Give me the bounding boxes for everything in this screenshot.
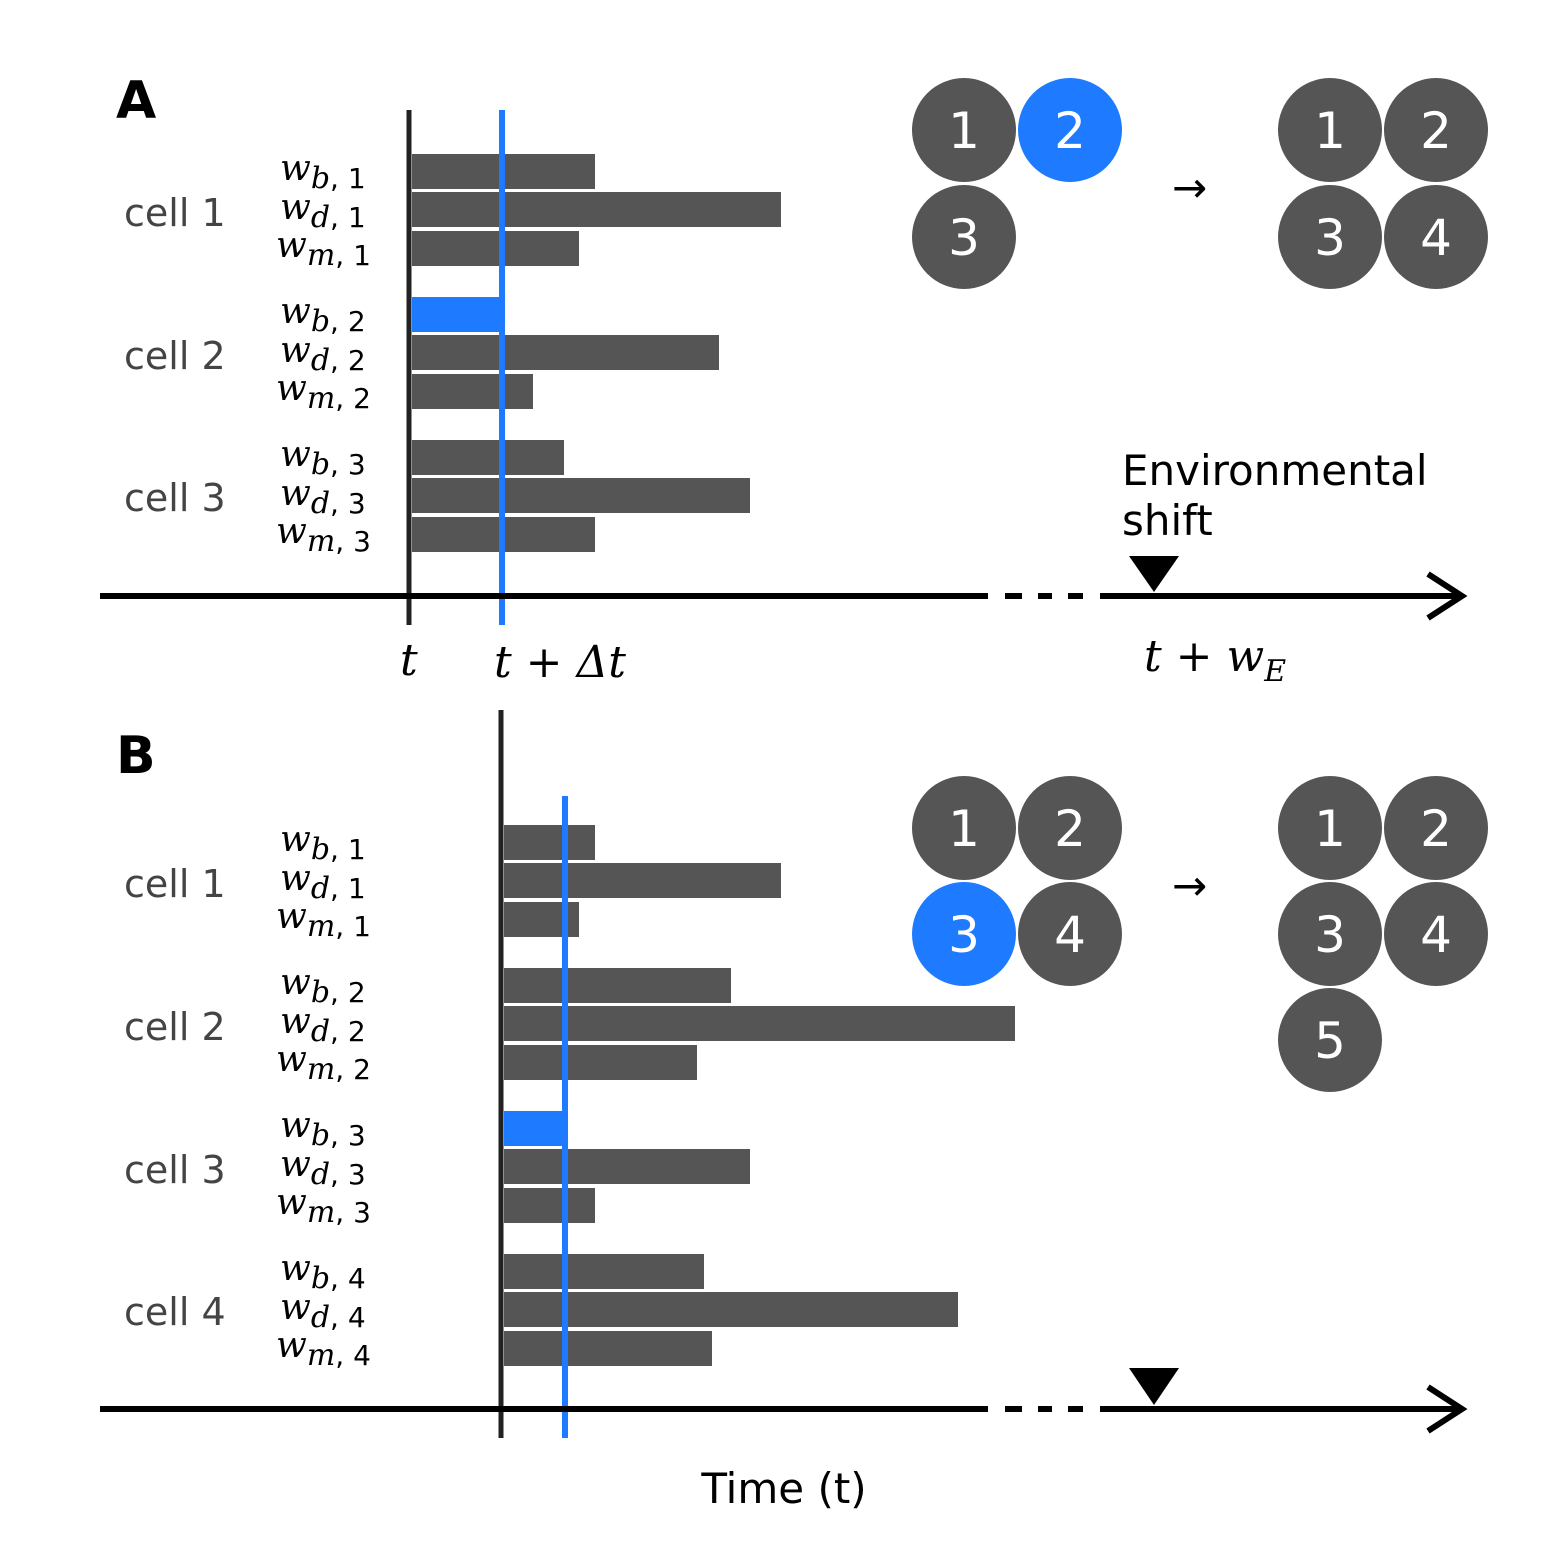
- panel-a-cell-3-label: cell 3: [124, 476, 226, 520]
- cell-circle: [1384, 882, 1488, 986]
- cell-circle: [1018, 776, 1122, 880]
- cell-circle: [1278, 988, 1382, 1092]
- cell-circle-number: 4: [1420, 209, 1452, 267]
- panel-b-transition-arrow: →: [1172, 861, 1207, 910]
- panel-a-cell-2-label: cell 2: [124, 334, 226, 378]
- bar-wb-4: [504, 1254, 704, 1289]
- cell-circle-highlight: [912, 882, 1016, 986]
- panel-b-bars: [504, 825, 1015, 1366]
- bar-wd-1: [412, 192, 781, 227]
- tick-t-plus-dt: t + Δt: [494, 637, 626, 688]
- bar-wm-1: [412, 231, 579, 266]
- panel-a-time-axis: [100, 556, 1468, 621]
- cell-circle: [1384, 185, 1488, 289]
- tick-t-plus-we: t + wE: [1144, 631, 1286, 689]
- panel-a-cell-1-label: cell 1: [124, 191, 226, 235]
- bar-wb-2: [504, 968, 731, 1003]
- cell-circle: [912, 78, 1016, 182]
- cell-circle: [1384, 78, 1488, 182]
- panel-b-cell-1-label: cell 1: [124, 862, 226, 906]
- panel-b-cell-2-label: cell 2: [124, 1005, 226, 1049]
- cell-circle-number: 3: [948, 906, 980, 964]
- cell-circle-number: 3: [948, 209, 980, 267]
- env-shift-label-line2: shift: [1122, 496, 1213, 545]
- panel-b-letter: B: [116, 726, 156, 786]
- bar-wm-2: [412, 374, 533, 409]
- panel-b-population-after: 1 2 3 4 5: [1278, 776, 1488, 1092]
- time-axis-title: Time (t): [700, 1464, 866, 1513]
- axis-arrowhead: [1426, 1384, 1468, 1434]
- cell-circle: [1278, 776, 1382, 880]
- bar-wm-4: [504, 1331, 712, 1366]
- cell-circle-number: 4: [1054, 906, 1086, 964]
- panel-a-bars: [412, 154, 781, 552]
- cell-circle-number: 1: [1314, 800, 1346, 858]
- cell-circle-number: 2: [1054, 800, 1086, 858]
- bar-wb-3-highlight: [504, 1111, 566, 1146]
- bar-wd-3: [504, 1149, 750, 1184]
- cell-circle-number: 4: [1420, 906, 1452, 964]
- bar-wb-2-highlight: [412, 297, 505, 332]
- bar-wd-2: [504, 1006, 1015, 1041]
- cell-circle: [1278, 78, 1382, 182]
- cell-circle: [1384, 776, 1488, 880]
- bar-wm-3: [504, 1188, 595, 1223]
- axis-arrowhead: [1426, 571, 1468, 621]
- panel-b-population-before: 1 2 3 4: [912, 776, 1122, 986]
- bar-wb-3: [412, 440, 564, 475]
- cell-circle-number: 3: [1314, 906, 1346, 964]
- bar-wb-1: [504, 825, 595, 860]
- panel-b-cell-4-label: cell 4: [124, 1290, 226, 1334]
- cell-circle: [1018, 882, 1122, 986]
- cell-circle-highlight: [1018, 78, 1122, 182]
- bar-wd-2: [412, 335, 719, 370]
- cell-circle-number: 3: [1314, 209, 1346, 267]
- cell-circle-number: 2: [1420, 102, 1452, 160]
- env-shift-label-line1: Environmental: [1122, 446, 1428, 495]
- cell-circle: [912, 776, 1016, 880]
- env-shift-marker: [1129, 1368, 1179, 1405]
- cell-circle: [912, 185, 1016, 289]
- bar-wd-3: [412, 478, 750, 513]
- env-shift-marker: [1129, 556, 1179, 592]
- cell-circle-number: 1: [948, 800, 980, 858]
- cell-circle-number: 5: [1314, 1012, 1346, 1070]
- panel-b-time-axis: [100, 1368, 1468, 1434]
- panel-a-w-labels: wb, 1 wd, 1 wm, 1 wb, 2 wd, 2 wm, 2 wb, …: [276, 148, 371, 559]
- cell-circle-number: 1: [948, 102, 980, 160]
- w-label: wd, 4: [280, 1287, 366, 1335]
- panel-a-transition-arrow: →: [1172, 163, 1207, 212]
- cell-circle: [1278, 185, 1382, 289]
- panel-a-letter: A: [116, 71, 156, 131]
- panel-a-population-before: 1 2 3: [912, 78, 1122, 289]
- tick-t: t: [400, 635, 418, 686]
- panel-b-cell-3-label: cell 3: [124, 1148, 226, 1192]
- bar-wd-1: [504, 863, 781, 898]
- cell-circle: [1278, 882, 1382, 986]
- bar-wm-2: [504, 1045, 697, 1080]
- cell-circle-number: 1: [1314, 102, 1346, 160]
- panel-b-w-labels: wb, 1 wd, 1 wm, 1 wb, 2 wd, 2 wm, 2 wb, …: [276, 819, 371, 1373]
- panel-a-population-after: 1 2 3 4: [1278, 78, 1488, 289]
- cell-circle-number: 2: [1054, 102, 1086, 160]
- bar-wd-4: [504, 1292, 958, 1327]
- cell-circle-number: 2: [1420, 800, 1452, 858]
